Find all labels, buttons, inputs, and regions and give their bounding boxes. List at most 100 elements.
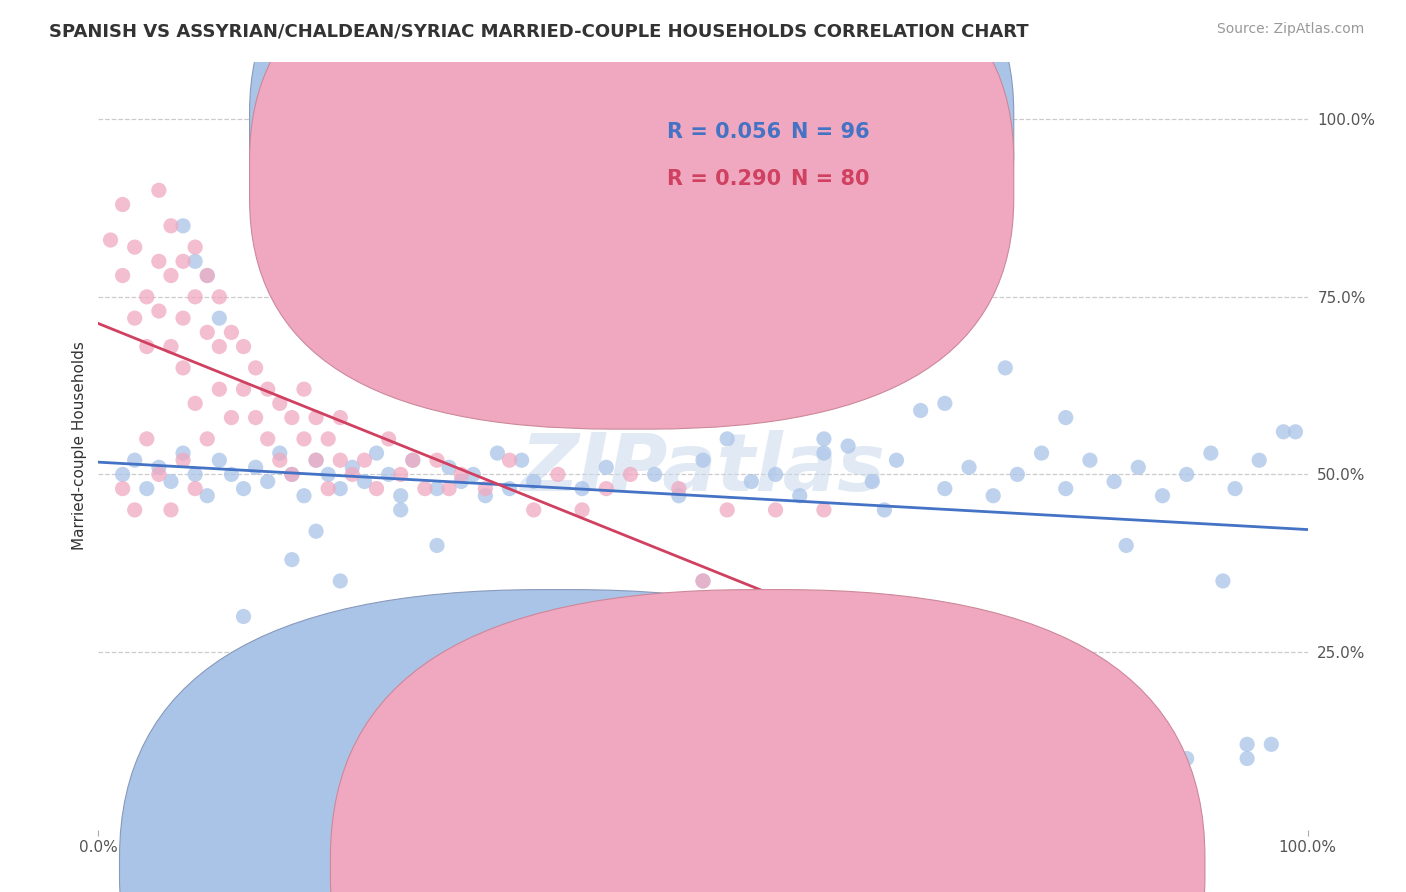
Point (595, 460, 617, 475)
Point (316, 467, 339, 482)
Point (934, 396, 956, 410)
Point (316, 432, 339, 446)
Point (450, 467, 472, 482)
Point (1007, 467, 1029, 482)
Point (1128, 460, 1150, 475)
Point (837, 624, 859, 638)
Point (668, 482, 690, 496)
Point (172, 254, 194, 268)
Point (1031, 446, 1053, 460)
Point (789, 489, 811, 503)
Point (256, 681, 278, 695)
Point (631, 716, 654, 731)
Point (195, 268, 218, 283)
Point (571, 482, 593, 496)
Point (135, 290, 157, 304)
Point (426, 482, 449, 496)
Point (245, 360, 267, 375)
Point (668, 489, 690, 503)
Point (172, 453, 194, 467)
Point (1078, 453, 1101, 467)
Text: R = 0.290: R = 0.290 (666, 169, 780, 189)
Point (195, 489, 218, 503)
Text: Source: ZipAtlas.com: Source: ZipAtlas.com (1216, 22, 1364, 37)
Point (184, 240, 207, 254)
Point (135, 482, 157, 496)
Point (281, 467, 304, 482)
Point (366, 482, 388, 496)
Point (426, 453, 449, 467)
Point (269, 453, 291, 467)
Point (124, 503, 146, 517)
Point (1272, 425, 1295, 439)
Point (437, 460, 460, 475)
Point (1249, 453, 1271, 467)
Point (221, 467, 243, 482)
Text: R = 0.056: R = 0.056 (666, 122, 780, 142)
Point (184, 467, 207, 482)
Point (195, 326, 218, 340)
Point (486, 446, 509, 460)
Point (813, 503, 835, 517)
Point (765, 503, 787, 517)
Point (269, 396, 291, 410)
Point (292, 489, 315, 503)
Point (111, 268, 134, 283)
Point (450, 475, 472, 489)
Point (957, 460, 980, 475)
Point (184, 482, 207, 496)
Point (245, 460, 267, 475)
Point (256, 475, 278, 489)
Point (752, 624, 775, 638)
Point (1223, 482, 1246, 496)
Point (172, 446, 194, 460)
Point (1115, 538, 1137, 552)
Point (221, 410, 243, 425)
Point (789, 624, 811, 638)
Point (437, 482, 460, 496)
Point (571, 503, 593, 517)
Point (172, 311, 194, 326)
Point (498, 482, 520, 496)
Point (934, 482, 956, 496)
Point (595, 482, 617, 496)
Point (389, 467, 412, 482)
Point (1260, 737, 1282, 751)
Point (366, 446, 388, 460)
Point (402, 453, 425, 467)
Point (160, 475, 183, 489)
Point (329, 410, 352, 425)
Point (172, 219, 194, 233)
Point (135, 432, 157, 446)
Point (329, 453, 352, 467)
Point (221, 326, 243, 340)
Point (1054, 410, 1077, 425)
Point (886, 716, 908, 731)
Point (232, 609, 254, 624)
Point (813, 432, 835, 446)
Point (316, 482, 339, 496)
Point (292, 382, 315, 396)
Point (716, 503, 738, 517)
Point (111, 482, 134, 496)
FancyBboxPatch shape (250, 0, 1014, 429)
Point (463, 467, 485, 482)
Point (619, 396, 641, 410)
Point (111, 197, 134, 211)
Point (195, 268, 218, 283)
Point (305, 453, 328, 467)
Point (342, 467, 364, 482)
Point (172, 360, 194, 375)
Point (474, 489, 496, 503)
Point (208, 453, 231, 467)
Point (208, 382, 231, 396)
Y-axis label: Married-couple Households: Married-couple Households (72, 342, 87, 550)
Point (148, 254, 170, 268)
Text: ZIPatlas: ZIPatlas (520, 430, 886, 508)
Point (474, 482, 496, 496)
Point (692, 574, 714, 588)
Point (353, 453, 375, 467)
Point (740, 609, 762, 624)
Text: Spanish: Spanish (576, 860, 637, 874)
Text: N = 80: N = 80 (792, 169, 870, 189)
